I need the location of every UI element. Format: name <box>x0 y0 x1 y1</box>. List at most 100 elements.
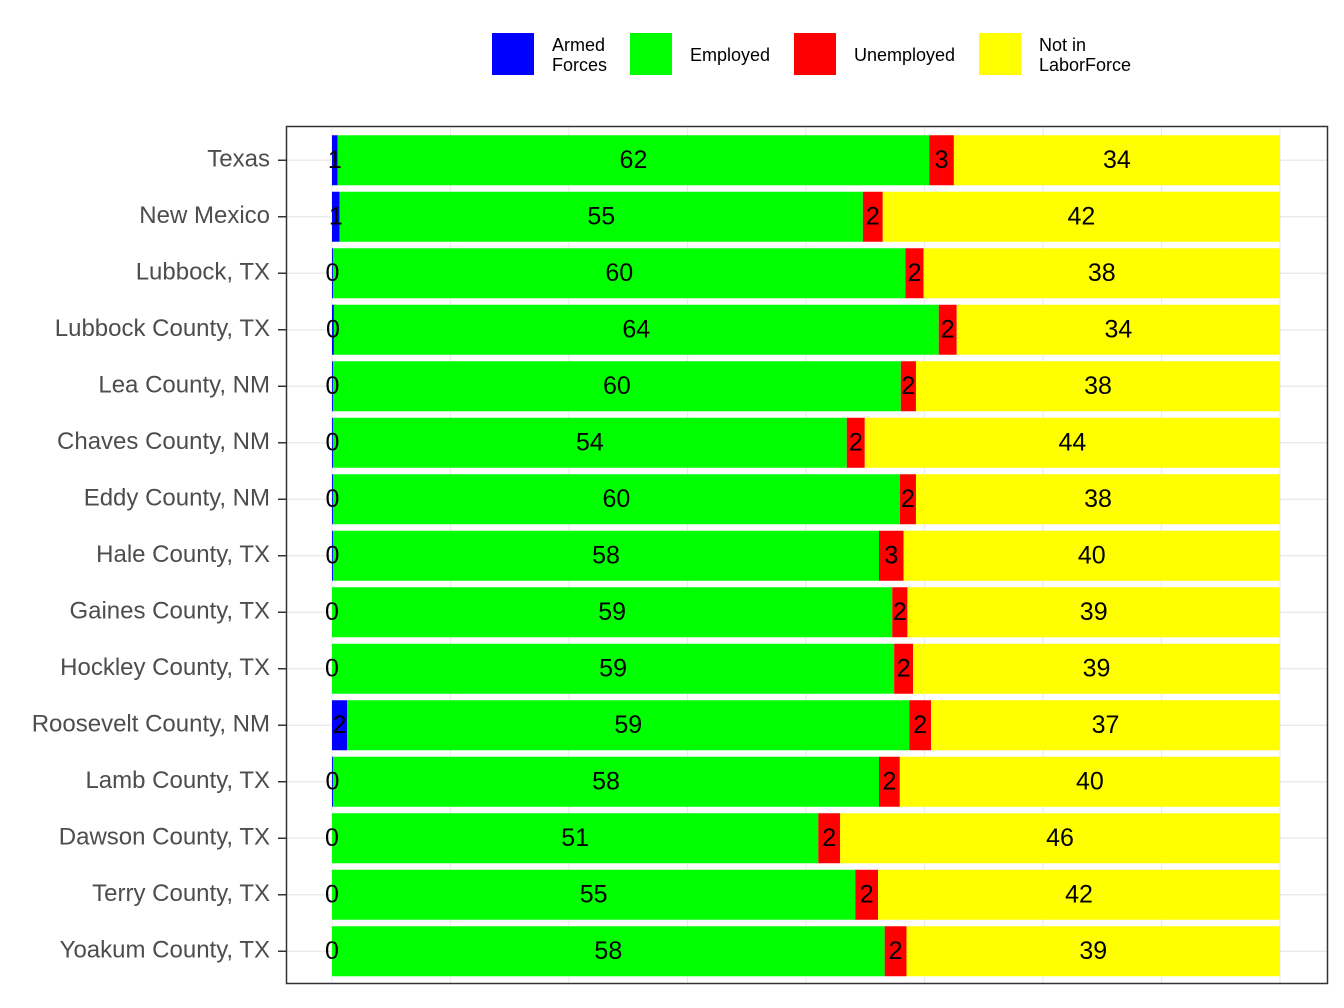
data-label: 0 <box>325 937 339 965</box>
data-label: 59 <box>599 654 627 682</box>
data-label: 2 <box>882 767 896 795</box>
bar-segment <box>332 191 340 242</box>
bar-segment <box>337 135 930 186</box>
bar-segment <box>913 643 1280 694</box>
bar-segment <box>347 700 910 751</box>
data-label: 38 <box>1084 485 1112 513</box>
y-tick-label: Roosevelt County, NM <box>32 711 270 738</box>
bar-segment <box>332 756 333 807</box>
bar-segment <box>909 700 932 751</box>
data-label: 0 <box>326 315 340 343</box>
bar-segment <box>332 248 906 299</box>
bar-segment <box>332 361 901 412</box>
data-label: 0 <box>326 259 340 287</box>
legend-label: Not in LaborForce <box>1039 35 1131 75</box>
data-label: 62 <box>620 146 648 174</box>
bar-segment <box>907 587 1280 638</box>
bar-segment <box>878 869 1280 920</box>
bar-segment <box>899 474 916 525</box>
data-label: 1 <box>329 202 343 230</box>
data-label: 1 <box>328 146 342 174</box>
data-label: 3 <box>884 541 898 569</box>
data-label: 39 <box>1080 598 1108 626</box>
legend-label: Employed <box>690 45 770 65</box>
bar-segment <box>840 813 1280 864</box>
data-label: 2 <box>889 937 903 965</box>
bar-segment <box>882 191 1280 242</box>
data-label: 2 <box>908 259 922 287</box>
y-tick-label: Lubbock County, TX <box>55 315 270 342</box>
data-label: 59 <box>598 598 626 626</box>
data-label: 2 <box>849 428 863 456</box>
y-tick-label: Eddy County, NM <box>84 485 270 512</box>
bar-segment <box>332 304 334 355</box>
data-label: 2 <box>822 824 836 852</box>
data-label: 0 <box>326 372 340 400</box>
data-label: 2 <box>901 372 915 400</box>
bar-segment <box>953 135 1280 186</box>
bar-segment <box>332 361 333 412</box>
data-label: 42 <box>1065 880 1093 908</box>
y-tick-label: Lamb County, TX <box>85 767 270 794</box>
data-label: 59 <box>614 711 642 739</box>
bar-segment <box>892 587 908 638</box>
y-tick-label: Lea County, NM <box>98 372 270 399</box>
y-tick-label: Terry County, TX <box>92 880 270 907</box>
data-label: 0 <box>325 880 339 908</box>
legend-key <box>794 33 836 75</box>
bar-segment <box>332 643 895 694</box>
bars: 1 62 3 341 55 2 420 60 2 380 64 2 340 60 2 380 54 2 440 60 2… <box>325 135 1280 977</box>
data-label: 0 <box>326 541 340 569</box>
legend-key <box>630 33 672 75</box>
legend-key <box>492 33 534 75</box>
data-label: 58 <box>592 541 620 569</box>
bar-segment <box>332 530 333 581</box>
bar-segment <box>929 135 954 186</box>
data-label: 2 <box>860 880 874 908</box>
y-tick-label: Texas <box>207 146 270 173</box>
bar-segment <box>938 304 957 355</box>
data-label: 2 <box>913 711 927 739</box>
data-label: 55 <box>580 880 608 908</box>
bar-segment <box>333 304 939 355</box>
data-label: 0 <box>325 654 339 682</box>
data-label: 2 <box>866 202 880 230</box>
data-label: 34 <box>1103 146 1131 174</box>
legend-label: Unemployed <box>854 45 955 65</box>
data-label: 2 <box>941 315 955 343</box>
bar-segment <box>899 756 1280 807</box>
legend-label: Armed Forces <box>552 35 607 75</box>
data-label: 58 <box>592 767 620 795</box>
bar-segment <box>862 191 883 242</box>
bar-segment <box>332 869 856 920</box>
data-label: 2 <box>901 485 915 513</box>
y-tick-label: Yoakum County, TX <box>60 937 270 964</box>
data-label: 60 <box>605 259 633 287</box>
bar-segment <box>878 756 900 807</box>
bar-segment <box>915 474 1280 525</box>
data-label: 38 <box>1088 259 1116 287</box>
data-label: 0 <box>325 598 339 626</box>
bar-segment <box>923 248 1280 299</box>
bar-segment <box>332 474 900 525</box>
bar-segment <box>915 361 1280 412</box>
data-label: 60 <box>602 485 630 513</box>
data-label: 40 <box>1076 767 1104 795</box>
data-label: 2 <box>893 598 907 626</box>
data-label: 55 <box>587 202 615 230</box>
data-label: 39 <box>1083 654 1111 682</box>
bar-segment <box>900 361 916 412</box>
data-label: 58 <box>594 937 622 965</box>
bar-segment <box>332 756 879 807</box>
bar-segment <box>894 643 914 694</box>
data-label: 44 <box>1058 428 1086 456</box>
data-label: 46 <box>1046 824 1074 852</box>
bar-segment <box>332 530 879 581</box>
bar-segment <box>818 813 841 864</box>
bar-segment <box>878 530 904 581</box>
data-label: 39 <box>1079 937 1107 965</box>
data-label: 0 <box>326 485 340 513</box>
bar-segment <box>332 248 333 299</box>
bar-segment <box>956 304 1280 355</box>
